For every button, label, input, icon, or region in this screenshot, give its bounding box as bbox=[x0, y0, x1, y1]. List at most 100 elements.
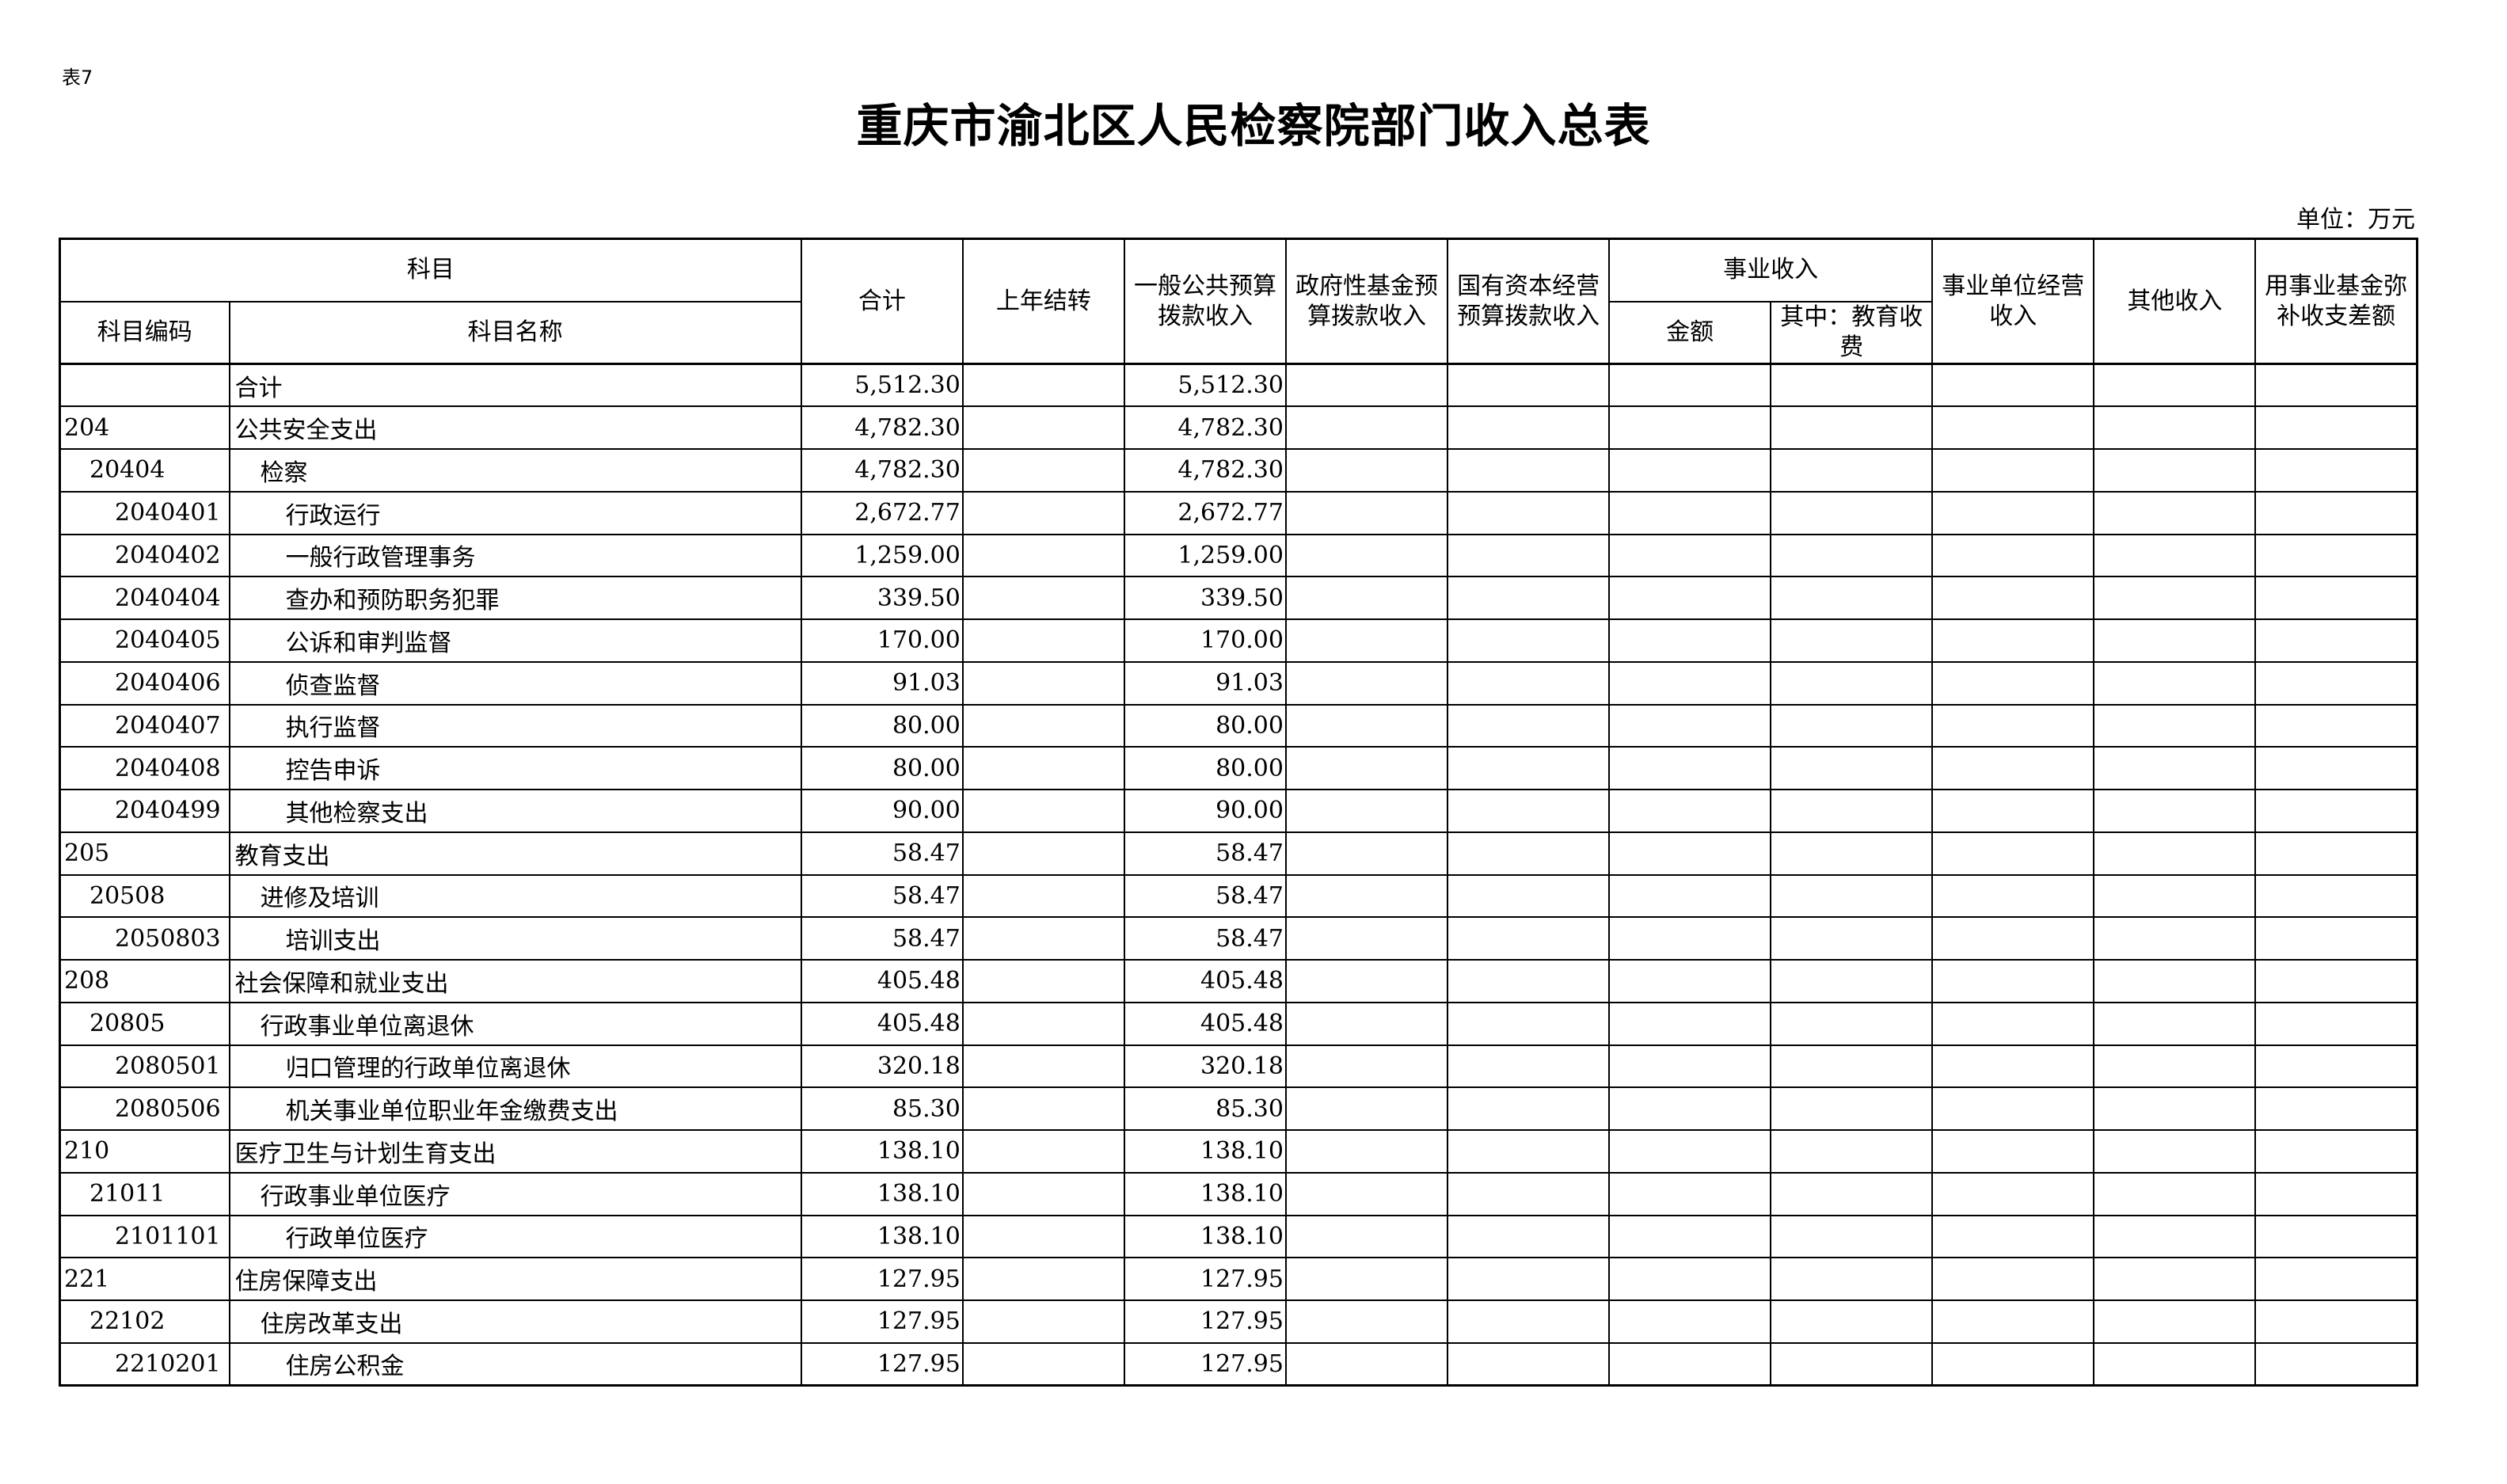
other-income-cell bbox=[2093, 405, 2257, 450]
business-amount-cell bbox=[1608, 1257, 1772, 1301]
total-cell: 170.00 bbox=[800, 618, 964, 663]
fund-offset-cell bbox=[2254, 789, 2418, 833]
other-income-cell bbox=[2093, 490, 2257, 535]
business-amount-cell bbox=[1608, 831, 1772, 876]
subject-name-cell: 教育支出 bbox=[228, 831, 802, 876]
gov-fund-cell bbox=[1284, 831, 1449, 876]
table-row: 合计 5,512.30 5,512.30 bbox=[59, 363, 2418, 408]
fund-offset-cell bbox=[2254, 1257, 2418, 1301]
general-budget-cell: 339.50 bbox=[1123, 576, 1287, 620]
edu-fee-cell bbox=[1770, 660, 1934, 706]
edu-fee-cell bbox=[1770, 1257, 1934, 1301]
carryover-cell bbox=[961, 1341, 1125, 1387]
business-operation-cell bbox=[1931, 490, 2095, 535]
state-capital-cell bbox=[1447, 1044, 1611, 1089]
business-amount-cell bbox=[1608, 1341, 1772, 1387]
gov-fund-cell bbox=[1284, 1044, 1449, 1089]
gov-fund-cell bbox=[1284, 1129, 1449, 1174]
subject-code-cell: 21011 bbox=[59, 1171, 230, 1216]
state-capital-cell bbox=[1447, 1086, 1611, 1131]
business-amount-cell bbox=[1608, 959, 1772, 1003]
business-operation-cell bbox=[1931, 1086, 2095, 1131]
edu-fee-cell bbox=[1770, 1001, 1934, 1046]
carryover-cell bbox=[961, 1086, 1125, 1131]
edu-fee-cell bbox=[1770, 1171, 1934, 1216]
total-cell: 58.47 bbox=[800, 916, 964, 961]
business-amount-cell bbox=[1608, 363, 1772, 408]
other-income-cell bbox=[2093, 916, 2257, 961]
business-amount-cell bbox=[1608, 618, 1772, 663]
subject-code-cell: 2101101 bbox=[59, 1214, 230, 1259]
total-cell: 1,259.00 bbox=[800, 533, 964, 578]
business-operation-cell bbox=[1931, 1214, 2095, 1259]
business-amount-cell bbox=[1608, 873, 1772, 919]
carryover-cell bbox=[961, 1001, 1125, 1046]
total-cell: 405.48 bbox=[800, 959, 964, 1003]
general-budget-cell: 85.30 bbox=[1123, 1086, 1287, 1131]
carryover-cell bbox=[961, 448, 1125, 493]
state-capital-cell bbox=[1447, 490, 1611, 535]
total-cell: 339.50 bbox=[800, 576, 964, 620]
subject-code-cell: 20805 bbox=[59, 1001, 230, 1046]
business-amount-cell bbox=[1608, 916, 1772, 961]
subject-name-cell: 公诉和审判监督 bbox=[228, 618, 802, 663]
subject-code-cell: 2080506 bbox=[59, 1086, 230, 1131]
general-budget-cell: 320.18 bbox=[1123, 1044, 1287, 1089]
carryover-cell bbox=[961, 1299, 1125, 1344]
general-budget-cell: 1,259.00 bbox=[1123, 533, 1287, 578]
page-title: 重庆市渝北区人民检察院部门收入总表 bbox=[856, 99, 1651, 153]
table-row: 2040401 行政运行 2,672.77 2,672.77 bbox=[59, 490, 2418, 535]
total-cell: 85.30 bbox=[800, 1086, 964, 1131]
general-budget-cell: 80.00 bbox=[1123, 703, 1287, 748]
table-row: 20508 进修及培训 58.47 58.47 bbox=[59, 873, 2418, 919]
total-cell: 138.10 bbox=[800, 1171, 964, 1216]
header-subject: 科目 bbox=[59, 238, 802, 303]
subject-name-cell: 侦查监督 bbox=[228, 660, 802, 706]
general-budget-cell: 4,782.30 bbox=[1123, 405, 1287, 450]
header-business-operation: 事业单位经营收入 bbox=[1931, 238, 2095, 365]
other-income-cell bbox=[2093, 533, 2257, 578]
income-table: 科目 合计 上年结转 一般公共预算拨款收入 政府性基金预算拨款收入 国有资本经营… bbox=[59, 238, 2418, 1387]
table-row: 2080501 归口管理的行政单位离退休 320.18 320.18 bbox=[59, 1044, 2418, 1089]
business-operation-cell bbox=[1931, 533, 2095, 578]
gov-fund-cell bbox=[1284, 576, 1449, 620]
carryover-cell bbox=[961, 490, 1125, 535]
other-income-cell bbox=[2093, 448, 2257, 493]
subject-code-cell: 2040408 bbox=[59, 746, 230, 790]
gov-fund-cell bbox=[1284, 1341, 1449, 1387]
subject-code-cell: 2040499 bbox=[59, 789, 230, 833]
table-row: 2040499 其他检察支出 90.00 90.00 bbox=[59, 789, 2418, 833]
total-cell: 91.03 bbox=[800, 660, 964, 706]
general-budget-cell: 405.48 bbox=[1123, 1001, 1287, 1046]
other-income-cell bbox=[2093, 576, 2257, 620]
subject-name-cell: 行政单位医疗 bbox=[228, 1214, 802, 1259]
other-income-cell bbox=[2093, 1257, 2257, 1301]
subject-name-cell: 社会保障和就业支出 bbox=[228, 959, 802, 1003]
header-subject-code: 科目编码 bbox=[59, 300, 230, 365]
business-amount-cell bbox=[1608, 746, 1772, 790]
table-header: 科目 合计 上年结转 一般公共预算拨款收入 政府性基金预算拨款收入 国有资本经营… bbox=[59, 238, 2418, 365]
business-operation-cell bbox=[1931, 1044, 2095, 1089]
fund-offset-cell bbox=[2254, 1341, 2418, 1387]
business-amount-cell bbox=[1608, 1171, 1772, 1216]
carryover-cell bbox=[961, 660, 1125, 706]
general-budget-cell: 127.95 bbox=[1123, 1341, 1287, 1387]
fund-offset-cell bbox=[2254, 1086, 2418, 1131]
subject-code-cell: 20508 bbox=[59, 873, 230, 919]
table-body: 合计 5,512.30 5,512.30 204 公共安全支出 4,782.30 4,782… bbox=[59, 363, 2418, 1387]
business-amount-cell bbox=[1608, 1086, 1772, 1131]
header-business-income: 事业收入 bbox=[1608, 238, 1934, 303]
state-capital-cell bbox=[1447, 789, 1611, 833]
state-capital-cell bbox=[1447, 1171, 1611, 1216]
business-amount-cell bbox=[1608, 1001, 1772, 1046]
header-gov-fund: 政府性基金预算拨款收入 bbox=[1284, 238, 1449, 365]
edu-fee-cell bbox=[1770, 959, 1934, 1003]
header-total: 合计 bbox=[800, 238, 964, 365]
edu-fee-cell bbox=[1770, 1299, 1934, 1344]
gov-fund-cell bbox=[1284, 1299, 1449, 1344]
subject-name-cell: 培训支出 bbox=[228, 916, 802, 961]
gov-fund-cell bbox=[1284, 873, 1449, 919]
edu-fee-cell bbox=[1770, 363, 1934, 408]
subject-code-cell: 210 bbox=[59, 1129, 230, 1174]
table-row: 2040402 一般行政管理事务 1,259.00 1,259.00 bbox=[59, 533, 2418, 578]
